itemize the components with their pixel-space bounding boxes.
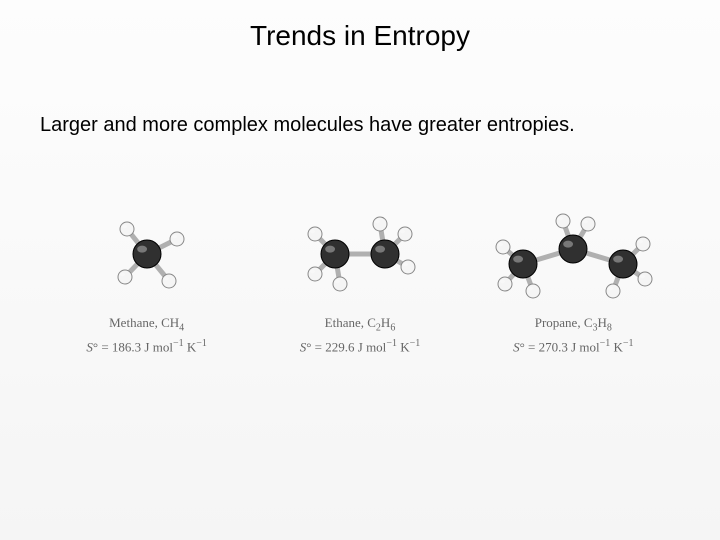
molecule-methane: Methane, CH4 S° = 186.3 J mol−1 K−1 <box>47 199 247 355</box>
molecule-propane: Propane, C3H8 S° = 270.3 J mol−1 K−1 <box>473 199 673 355</box>
molecule-name-ethane: Ethane, C2H6 <box>325 315 396 334</box>
molecule-ethane: Ethane, C2H6 S° = 229.6 J mol−1 K−1 <box>260 199 460 355</box>
slide-subtitle: Larger and more complex molecules have g… <box>0 52 720 139</box>
molecule-entropy-ethane: S° = 229.6 J mol−1 K−1 <box>300 338 421 355</box>
molecule-row: Methane, CH4 S° = 186.3 J mol−1 K−1 Ethane… <box>0 199 720 355</box>
molecule-diagram-methane <box>87 199 207 309</box>
molecule-entropy-methane: S° = 186.3 J mol−1 K−1 <box>86 338 207 355</box>
molecule-diagram-ethane <box>280 199 440 309</box>
slide-title: Trends in Entropy <box>0 0 720 52</box>
molecule-entropy-propane: S° = 270.3 J mol−1 K−1 <box>513 338 634 355</box>
molecule-diagram-propane <box>473 199 673 309</box>
molecule-name-methane: Methane, CH4 <box>109 315 184 334</box>
molecule-name-propane: Propane, C3H8 <box>535 315 612 334</box>
